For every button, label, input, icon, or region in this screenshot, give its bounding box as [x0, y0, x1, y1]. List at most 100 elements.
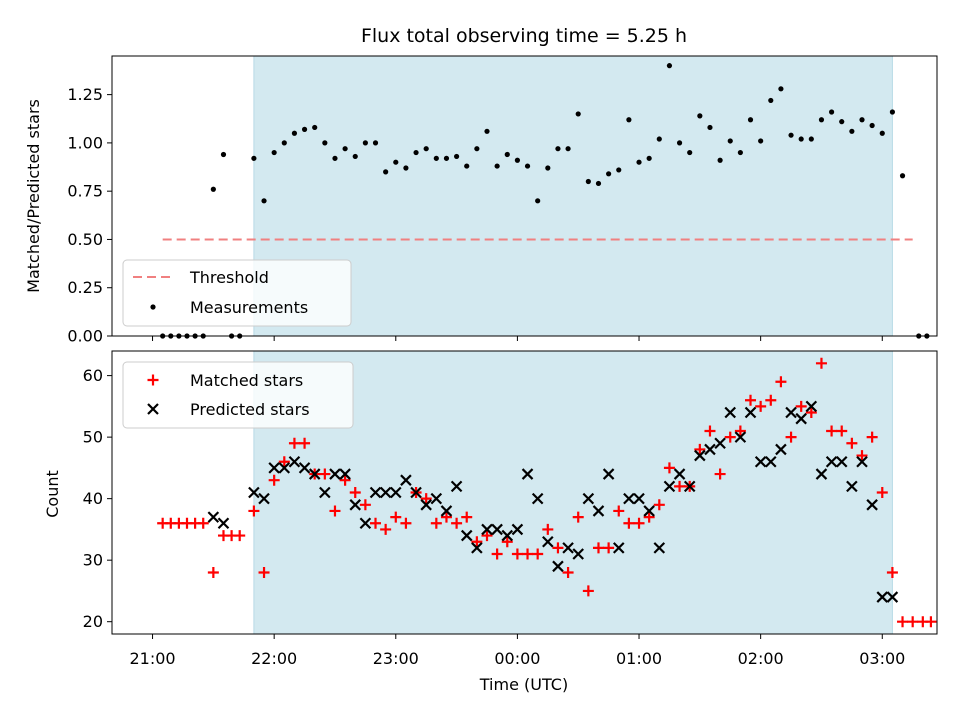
matched-star-point	[836, 425, 848, 437]
matched-star-point	[805, 407, 817, 419]
matched-star-point	[755, 400, 767, 412]
matched-star-point	[329, 505, 341, 517]
matched-star-point	[613, 505, 625, 517]
matched-star-point	[390, 511, 402, 523]
predicted-star-point	[815, 468, 828, 480]
measurement-point	[494, 163, 500, 169]
measurement-point	[818, 117, 825, 123]
predicted-star-point	[734, 431, 747, 443]
measurement-point	[291, 130, 298, 136]
measurement-point	[808, 136, 814, 142]
matched-star-point	[897, 616, 909, 628]
predicted-star-point	[481, 523, 493, 536]
predicted-star-point	[552, 560, 564, 573]
measurement-point	[768, 97, 774, 104]
measurement-point	[301, 126, 308, 132]
predicted-star-point	[379, 486, 392, 499]
matched-star-point	[815, 357, 827, 369]
measurement-point	[676, 140, 683, 146]
predicted-star-point	[369, 486, 382, 499]
predicted-star-point	[724, 406, 737, 419]
matched-star-point	[623, 517, 635, 529]
measurement-point	[413, 149, 419, 156]
measurement-point	[220, 151, 227, 158]
predicted-star-point	[339, 468, 351, 480]
measurement-point	[312, 124, 318, 131]
legend-threshold-label: Threshold	[189, 268, 269, 287]
matched-star-point	[471, 536, 483, 548]
matched-star-point	[430, 517, 442, 529]
matched-star-point	[907, 616, 919, 628]
predicted-star-point	[308, 468, 321, 480]
matched-star-point	[511, 548, 523, 560]
measurement-point	[828, 109, 835, 115]
legend-measurements-label: Measurements	[190, 298, 308, 317]
measurement-point	[707, 124, 713, 131]
predicted-star-point	[430, 492, 443, 505]
measurement-point	[251, 155, 257, 161]
predicted-star-point	[207, 511, 220, 523]
predicted-star-point	[612, 542, 625, 554]
measurement-point	[575, 111, 581, 117]
measurement-point	[839, 119, 845, 125]
matched-star-point	[552, 542, 564, 554]
measurement-point	[383, 169, 389, 175]
measurement-point	[210, 186, 216, 192]
predicted-star-point	[471, 542, 483, 554]
matched-star-point	[319, 468, 331, 480]
matched-star-point	[207, 566, 219, 578]
matched-star-point	[643, 511, 655, 523]
measurement-point	[849, 128, 855, 134]
measurement-point	[423, 146, 429, 152]
measurement-point	[889, 109, 896, 115]
predicted-star-point	[775, 443, 787, 456]
measurement-point	[443, 155, 450, 161]
matched-star-point	[258, 566, 270, 578]
measurement-point	[585, 178, 591, 185]
top-legend-box	[122, 259, 352, 327]
matched-star-point	[856, 450, 868, 462]
top-legend: Threshold Measurements	[122, 259, 352, 327]
bottom-y-axis-label: Count	[43, 470, 62, 518]
matched-star-point	[248, 505, 260, 517]
matched-star-point	[765, 394, 777, 406]
top-y-tick-label: 1.00	[67, 133, 103, 152]
bottom-legend: Matched stars Predicted stars	[122, 361, 354, 429]
matched-star-point	[542, 523, 554, 535]
matched-star-point	[724, 431, 736, 443]
measurement-point	[778, 86, 784, 92]
predicted-star-point	[511, 523, 524, 536]
measurement-point	[524, 163, 531, 169]
predicted-star-point	[704, 443, 716, 456]
matched-star-point	[440, 511, 452, 523]
matched-star-point	[400, 517, 412, 529]
predicted-star-point	[329, 468, 341, 480]
matched-star-point	[532, 548, 544, 560]
measurement-point	[545, 165, 551, 171]
x-tick-label: 01:00	[616, 649, 662, 668]
matched-star-point	[653, 499, 665, 511]
matched-star-point	[481, 530, 493, 542]
matched-star-point	[866, 431, 878, 443]
measurement-point	[362, 140, 368, 146]
measurement-point	[788, 132, 794, 138]
predicted-star-point	[531, 492, 544, 505]
predicted-star-point	[278, 462, 291, 474]
matched-star-point	[704, 425, 716, 437]
measurement-point	[271, 149, 277, 156]
predicted-star-point	[359, 517, 372, 530]
predicted-star-point	[410, 486, 422, 499]
measurement-point	[687, 149, 693, 156]
predicted-star-point	[258, 492, 270, 505]
predicted-star-point	[785, 406, 797, 419]
predicted-star-point	[866, 499, 878, 511]
measurement-point	[332, 155, 338, 161]
predicted-star-point	[248, 486, 260, 499]
bottom-y-tick-label: 20	[83, 612, 103, 631]
matched-star-point	[451, 517, 463, 529]
top-y-axis-label: Matched/Predicted stars	[24, 99, 43, 293]
bottom-y-tick-label: 60	[83, 366, 103, 385]
measurement-point	[535, 198, 541, 204]
legend-matched-label: Matched stars	[190, 371, 303, 390]
predicted-star-point	[856, 455, 868, 468]
